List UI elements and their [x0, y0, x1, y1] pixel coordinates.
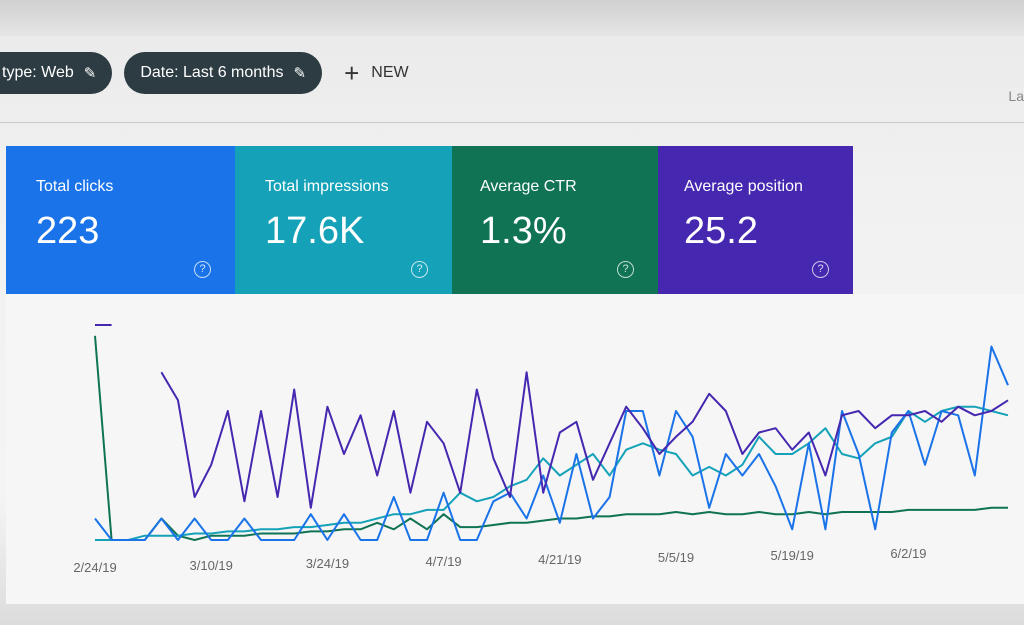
x-tick-label: 3/10/19: [190, 558, 233, 573]
series-line-average-position: [95, 324, 1009, 509]
metric-cards: Total clicks 223 ? Total impressions 17.…: [6, 146, 853, 294]
plus-icon: +: [344, 57, 360, 88]
help-icon[interactable]: ?: [812, 261, 829, 278]
partial-right-text: La: [1008, 88, 1024, 104]
series-line-average-ctr: [94, 335, 1008, 541]
metric-label: Average position: [684, 178, 803, 195]
metric-card-total-clicks[interactable]: Total clicks 223 ?: [6, 146, 235, 294]
filter-chip-search-type[interactable]: type: Web ✎: [0, 52, 113, 94]
metric-label: Average CTR: [480, 178, 577, 195]
metric-card-average-ctr[interactable]: Average CTR 1.3% ?: [452, 146, 658, 294]
divider: [0, 122, 1024, 123]
help-icon[interactable]: ?: [194, 261, 211, 278]
help-icon[interactable]: ?: [617, 261, 634, 278]
filter-chip-date[interactable]: Date: Last 6 months ✎: [124, 52, 323, 94]
chip-label: Date: Last 6 months: [140, 64, 284, 81]
x-tick-label: 2/24/19: [73, 560, 116, 575]
help-icon[interactable]: ?: [411, 261, 428, 278]
metric-value: 25.2: [684, 210, 758, 252]
new-label: NEW: [371, 64, 409, 81]
x-tick-label: 5/5/19: [658, 550, 694, 565]
metric-label: Total clicks: [36, 178, 114, 195]
metric-value: 1.3%: [480, 210, 567, 252]
metric-card-total-impressions[interactable]: Total impressions 17.6K ?: [235, 146, 452, 294]
pencil-icon[interactable]: ✎: [83, 65, 97, 82]
metric-value: 17.6K: [265, 210, 365, 252]
x-tick-label: 6/2/19: [890, 546, 926, 561]
metric-label: Total impressions: [265, 178, 389, 195]
x-tick-label: 3/24/19: [306, 556, 349, 571]
chip-label: type: Web: [2, 64, 74, 81]
series-line-total-impressions: [95, 405, 1009, 541]
metric-value: 223: [36, 210, 100, 252]
x-tick-label: 4/21/19: [538, 552, 581, 567]
top-bar: [0, 0, 1024, 36]
chart-panel: [6, 294, 1024, 604]
pencil-icon[interactable]: ✎: [293, 65, 307, 82]
new-filter-button[interactable]: + NEW: [344, 58, 409, 89]
metric-card-average-position[interactable]: Average position 25.2 ?: [658, 146, 853, 294]
series-line-total-clicks: [94, 345, 1009, 541]
x-tick-label: 5/19/19: [771, 548, 814, 563]
x-tick-label: 4/7/19: [426, 554, 462, 569]
filter-bar: type: Web ✎ Date: Last 6 months ✎ + NEW: [0, 48, 409, 98]
